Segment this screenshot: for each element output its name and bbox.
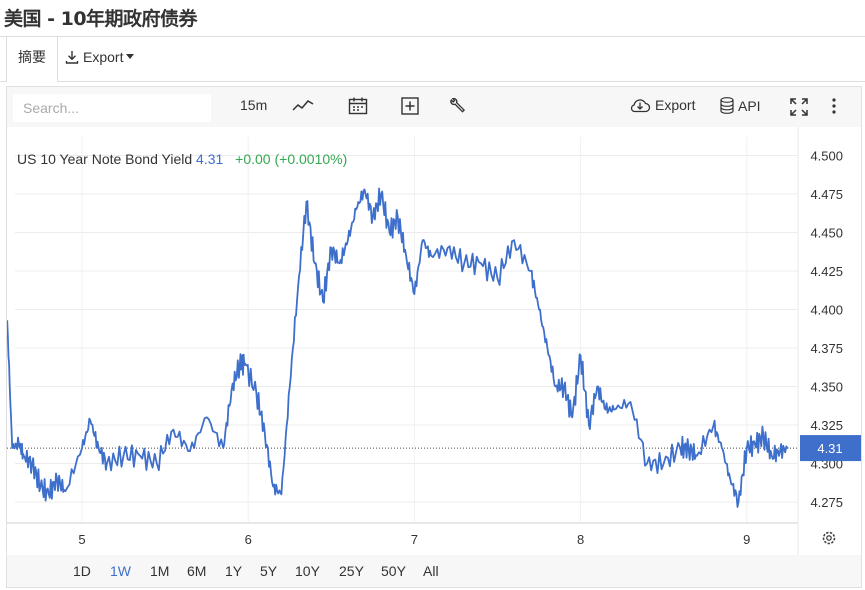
plus-box-icon bbox=[401, 97, 419, 115]
range-button-1w[interactable]: 1W bbox=[110, 563, 131, 579]
export-label: Export bbox=[655, 97, 696, 113]
page-title: 美国 - 10年期政府债券 bbox=[4, 8, 198, 30]
fullscreen-button[interactable] bbox=[789, 97, 809, 117]
series-line bbox=[7, 187, 789, 508]
calendar-icon bbox=[348, 97, 368, 115]
x-tick-label: 8 bbox=[577, 532, 584, 547]
y-tick-label: 4.350 bbox=[810, 379, 843, 394]
cloud-download-icon bbox=[630, 99, 651, 113]
symbol-search-input[interactable] bbox=[13, 94, 211, 122]
x-tick-label: 7 bbox=[411, 532, 418, 547]
export-button[interactable]: Export bbox=[629, 97, 695, 113]
line-chart-icon bbox=[292, 100, 314, 111]
legend-value: 4.31 bbox=[196, 151, 224, 167]
y-tick-label: 4.500 bbox=[810, 148, 843, 163]
y-tick-label: 4.325 bbox=[810, 418, 843, 433]
y-tick-label: 4.475 bbox=[810, 187, 843, 202]
chart-panel: 15m Export API 4.2754.3004.3254.3504.375… bbox=[6, 86, 862, 588]
tab-export-button[interactable]: Export bbox=[64, 49, 135, 65]
x-tick-label: 6 bbox=[245, 532, 252, 547]
interval-button[interactable]: 15m bbox=[240, 97, 268, 113]
expand-icon bbox=[790, 98, 808, 116]
legend-change: +0.00 (+0.0010%) bbox=[235, 151, 348, 167]
settings-tools-button[interactable] bbox=[448, 97, 466, 115]
api-button[interactable]: API bbox=[720, 97, 761, 114]
tab-export-label: Export bbox=[83, 49, 124, 65]
add-indicator-button[interactable] bbox=[401, 97, 419, 115]
chart-type-button[interactable] bbox=[292, 97, 314, 113]
legend-series-name: US 10 Year Note Bond Yield bbox=[17, 151, 193, 167]
more-menu-button[interactable] bbox=[831, 97, 837, 115]
download-icon bbox=[65, 51, 79, 64]
range-button-25y[interactable]: 25Y bbox=[339, 563, 364, 579]
x-tick-label: 5 bbox=[78, 532, 85, 547]
chart-legend: US 10 Year Note Bond Yield 4.31 +0.00 (+… bbox=[17, 151, 347, 167]
tab-bar: 摘要 Export bbox=[0, 36, 865, 83]
api-label: API bbox=[738, 97, 761, 114]
date-range-button[interactable] bbox=[348, 97, 368, 115]
y-tick-label: 4.450 bbox=[810, 225, 843, 240]
range-bar: 1D 1W 1M 6M 1Y 5Y 10Y 25Y 50Y All bbox=[7, 555, 861, 587]
range-button-50y[interactable]: 50Y bbox=[381, 563, 406, 579]
range-button-all[interactable]: All bbox=[423, 563, 439, 579]
y-tick-label: 4.400 bbox=[810, 302, 843, 317]
range-button-5y[interactable]: 5Y bbox=[260, 563, 278, 579]
more-vertical-icon bbox=[832, 98, 836, 114]
database-icon bbox=[720, 97, 734, 114]
y-tick-label: 4.375 bbox=[810, 341, 843, 356]
range-button-1y[interactable]: 1Y bbox=[225, 563, 243, 579]
current-value-box bbox=[800, 435, 861, 462]
x-tick-label: 9 bbox=[743, 532, 750, 547]
range-button-6m[interactable]: 6M bbox=[187, 563, 207, 579]
range-button-1m[interactable]: 1M bbox=[150, 563, 170, 579]
tab-summary[interactable]: 摘要 bbox=[6, 37, 58, 83]
yield-line-chart[interactable]: 4.2754.3004.3254.3504.3754.4004.4254.450… bbox=[7, 127, 861, 555]
caret-down-icon bbox=[126, 54, 135, 59]
range-button-10y[interactable]: 10Y bbox=[295, 563, 320, 579]
current-value-label: 4.31 bbox=[817, 441, 842, 456]
y-tick-label: 4.275 bbox=[810, 495, 843, 510]
chart-settings-gear-icon[interactable] bbox=[822, 531, 836, 545]
chart-toolbar: 15m Export API bbox=[7, 87, 861, 127]
y-tick-label: 4.425 bbox=[810, 264, 843, 279]
wrench-icon bbox=[450, 97, 466, 113]
range-button-1d[interactable]: 1D bbox=[73, 563, 91, 579]
